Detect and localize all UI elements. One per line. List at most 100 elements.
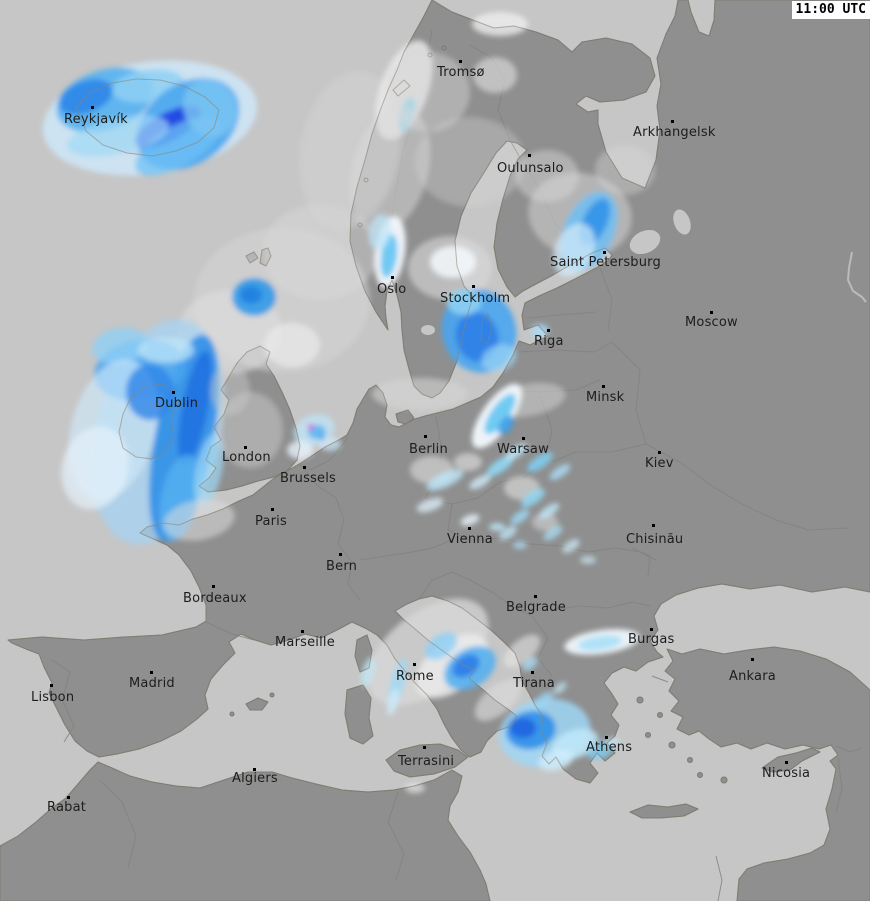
precip-blob [469,474,491,490]
precip-blob [210,365,250,415]
precip-blob [473,57,517,93]
precip-blob [447,289,481,315]
lakes-layer [421,209,691,335]
city-dot [472,285,475,288]
precip-blob [595,145,655,195]
city-label: Ankara [729,669,776,684]
city-label: Paris [255,514,287,529]
city-label: Minsk [586,390,625,405]
precip-blob [61,426,129,510]
city-dot [67,796,70,799]
city-label: Brussels [280,471,337,486]
precip-blob [454,453,482,471]
city-label: Warsaw [497,442,549,457]
precip-blob [138,337,194,363]
city-dot [658,451,661,454]
city-dot [751,658,754,661]
precip-blob [510,509,530,525]
precip-blob [126,364,174,420]
city-label: Oulunsalo [497,161,564,176]
precip-blob [474,679,522,721]
city-label: Berlin [409,442,448,457]
city-dot [468,527,471,530]
city-label: Kiev [645,456,674,471]
city-label: Burgas [628,632,675,647]
city-label: Terrasini [398,754,455,769]
precip-blob [320,436,324,440]
precip-blob [455,312,499,362]
city-label: Chisinău [626,532,684,547]
city-dot [172,391,175,394]
precip-blob [368,214,392,250]
precip-blob [372,378,468,410]
city-label: Rabat [47,800,87,815]
precip-blob [531,324,549,338]
lake-vanern [421,325,435,335]
city-dot [710,311,713,314]
precip-blob [430,246,476,278]
precip-blob [510,718,536,738]
precip-blob [549,463,571,481]
precip-blob [553,682,567,694]
city-dot [652,524,655,527]
precip-blob [538,502,560,520]
precip-blob [361,657,375,687]
precip-blob [515,150,579,202]
city-dot [602,385,605,388]
city-dot [50,684,53,687]
precip-blob [386,52,470,132]
city-dot [605,736,608,739]
city-dot [785,761,788,764]
city-dot [528,154,531,157]
precip-blob [513,541,527,549]
city-dot [650,628,653,631]
city-label: Tirana [513,676,555,691]
precip-blob [562,538,580,554]
city-dot [271,508,274,511]
city-dot [253,768,256,771]
city-label: Marseille [275,635,335,650]
precip-blob [424,632,458,660]
precip-blob [240,286,262,304]
precipitation-layer [42,12,655,793]
city-dot [522,437,525,440]
borders-layer [51,29,867,901]
precip-blob [543,525,563,541]
city-dot [391,276,394,279]
city-label: Nicosia [762,766,811,781]
precip-blob [503,634,541,668]
city-dot [212,585,215,588]
city-dot [603,251,606,254]
precip-blob [415,117,525,207]
precip-blob [416,497,444,513]
city-label: Bern [326,559,358,574]
city-dot [671,120,674,123]
precip-blob [426,469,464,491]
precip-blob [538,749,574,771]
city-label: Arkhangelsk [633,125,716,140]
city-dot [150,671,153,674]
precip-blob [504,443,528,461]
city-dot [303,466,306,469]
timestamp-badge: 11:00 UTC [791,1,870,19]
precip-blob [498,415,514,435]
city-dot [91,106,94,109]
precip-blob [578,635,622,651]
precip-blob [587,742,613,760]
city-dot [424,435,427,438]
precip-blob [264,323,320,367]
city-dot [339,553,342,556]
precip-blob [580,556,596,564]
precip-blob [66,115,170,157]
city-label: Tromsø [437,65,485,80]
city-label: Riga [534,334,564,349]
precip-blob [486,455,514,477]
precip-blob [287,441,313,459]
precip-blob [163,499,235,541]
city-label: Athens [586,740,633,755]
precip-blob [489,523,505,531]
city-label: Saint Petersburg [550,255,661,270]
city-label: Algiers [232,771,278,786]
city-dot [413,663,416,666]
